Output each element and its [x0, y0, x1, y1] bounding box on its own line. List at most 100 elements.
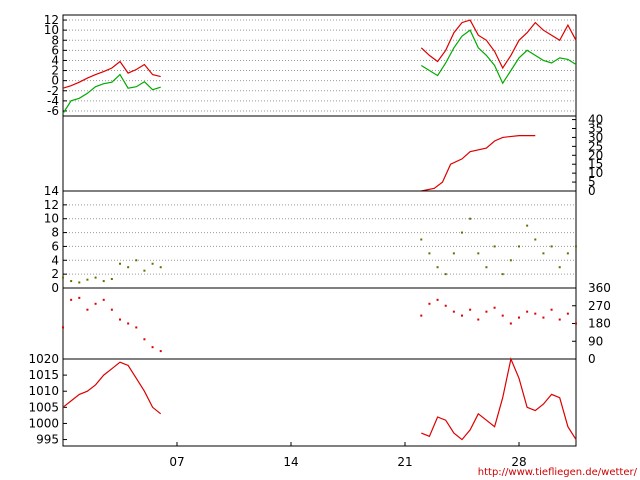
panel-3-ytick-label-6: 12 [44, 198, 59, 212]
panel-4-series-0-point-0-9 [135, 326, 138, 329]
panel-3-series-0-point-0-4 [94, 276, 97, 279]
panel-5-xtick-label-3: 28 [511, 455, 526, 469]
panel-3-series-0-point-1-0 [420, 238, 423, 241]
panel-5: 995 1000 1005 1010 1015 1020 07 14 21 28 [28, 352, 577, 469]
panel-4-series-0-point-1-10 [501, 314, 504, 317]
panel-1-series-0-segment-1 [420, 19, 577, 70]
panel-3-series-0-point-0-3 [86, 278, 89, 281]
panel-1-ytick-label-9: 12 [44, 13, 59, 27]
panel-2-ytick-label-4: 20 [588, 148, 603, 162]
panel-3-series-0-point-1-17 [558, 266, 561, 269]
panel-3-series-0-point-1-6 [469, 217, 472, 220]
panel-3-series-0-point-1-3 [444, 273, 447, 276]
panel-4-series-0-point-1-11 [509, 322, 512, 325]
panel-3-series-0-point-1-4 [452, 252, 455, 255]
panel-2-ytick-label-0: 0 [588, 184, 596, 198]
panel-3-series-0-point-1-14 [534, 238, 537, 241]
panel-4-series-0-point-1-19 [575, 322, 577, 325]
panel-4-series-0-point-1-8 [485, 310, 488, 313]
panel-1-ytick-label-6: 6 [51, 43, 59, 57]
panel-3-ytick-label-1: 2 [51, 267, 59, 281]
panel-3-series-0-point-0-8 [127, 266, 130, 269]
panel-2-ytick-label-5: 25 [588, 139, 603, 153]
panel-3-series-0-point-1-9 [493, 245, 496, 248]
panel-3-ytick-label-3: 6 [51, 239, 59, 253]
panel-2-ytick-label-2: 10 [588, 166, 603, 180]
panel-4-ytick-label-2: 180 [588, 317, 611, 331]
panel-3-series-0-point-0-2 [78, 281, 81, 284]
panel-1-ytick-label-1: -4 [47, 94, 59, 108]
panel-3-series-0-point-1-1 [428, 252, 431, 255]
panel-3-ytick-label-4: 8 [51, 226, 59, 240]
panel-1-ytick-label-0: -6 [47, 104, 59, 118]
panel-3-series-0-point-0-6 [110, 277, 113, 280]
panel-4-series-0-point-0-10 [143, 338, 146, 341]
panel-3-series-0-point-1-5 [461, 231, 463, 234]
panel-5-xtick-label-0: 07 [169, 455, 184, 469]
panel-4-series-0-point-1-17 [558, 318, 561, 321]
panel-4-series-0-point-1-14 [534, 312, 537, 315]
panel-1-series-1-segment-1 [420, 29, 577, 85]
panel-4-series-0-point-1-1 [428, 302, 431, 305]
panel-4-series-0-point-0-12 [159, 350, 162, 353]
panel-5-frame [62, 358, 577, 447]
panel-4-series-0-point-1-12 [518, 316, 520, 319]
panel-3-ytick-label-5: 10 [44, 212, 59, 226]
panel-5-ytick-label-3: 1010 [28, 384, 59, 398]
panel-4-series-0-point-0-1 [70, 298, 73, 301]
panel-5-ytick-label-2: 1005 [28, 400, 59, 414]
panel-1-ytick-label-4: 2 [51, 64, 59, 78]
panel-4-series-0-point-1-7 [477, 318, 480, 321]
panel-3-series-0-point-0-9 [135, 259, 138, 262]
panel-4-series-0-point-0-7 [119, 318, 121, 321]
panel-3-series-0-point-0-0 [62, 276, 64, 279]
panel-3-series-0-point-1-18 [566, 252, 569, 255]
panel-3-series-0-point-1-2 [436, 266, 439, 269]
panel-4-ytick-label-0: 0 [588, 352, 596, 366]
panel-4-ytick-label-1: 90 [588, 334, 603, 348]
panel-4-series-0-point-1-6 [469, 308, 472, 311]
panel-3-series-0-point-1-7 [477, 252, 480, 255]
panel-4-series-0-point-1-2 [436, 298, 439, 301]
panel-3-ytick-label-2: 4 [51, 253, 59, 267]
panel-4-series-0-point-1-0 [420, 314, 423, 317]
panel-4-series-0-point-0-4 [94, 302, 97, 305]
panel-4-series-0-point-1-15 [542, 316, 545, 319]
panel-3-series-0-point-1-16 [550, 245, 553, 248]
panel-2-ytick-label-8: 40 [588, 113, 603, 127]
panel-1-ytick-label-8: 10 [44, 23, 59, 37]
panel-1-series-1-segment-0 [62, 73, 161, 114]
panel-2-ytick-label-7: 35 [588, 122, 603, 136]
panel-4-series-0-point-0-5 [102, 298, 105, 301]
panel-4-series-0-point-1-5 [461, 314, 463, 317]
panel-5-xtick-label-2: 21 [397, 455, 412, 469]
panel-3-ytick-label-0: 0 [51, 281, 59, 295]
panel-3-series-0-point-1-13 [526, 224, 529, 227]
panel-4-series-0-point-1-18 [566, 312, 569, 315]
panel-4-series-0-point-0-2 [78, 296, 81, 299]
panel-4-ytick-label-4: 360 [588, 281, 611, 295]
panel-3-series-0-point-1-12 [518, 245, 520, 248]
panel-1-series-0-segment-0 [62, 60, 161, 89]
panel-1-ytick-label-2: -2 [47, 84, 59, 98]
panel-3-series-0-point-1-11 [509, 259, 512, 262]
panel-4-series-0-point-0-3 [86, 308, 89, 311]
panel-3-series-0-point-1-19 [575, 245, 577, 248]
panel-4-series-0-point-1-16 [550, 308, 553, 311]
panel-3-series-0-point-0-7 [119, 262, 121, 265]
panel-1-ytick-label-7: 8 [51, 33, 59, 47]
panel-3-series-0-point-1-10 [501, 273, 504, 276]
panel-4-series-0-point-0-0 [62, 326, 64, 329]
site-url: http://www.tiefliegen.de/wetter/ [478, 467, 638, 478]
panel-5-xtick-label-1: 14 [283, 455, 298, 469]
panel-4-series-0-point-1-3 [444, 304, 447, 307]
panel-4-series-0-point-0-8 [127, 322, 130, 325]
panel-5-series-0-segment-1 [421, 356, 577, 441]
panel-3-series-0-point-0-10 [143, 269, 146, 272]
panel-4-series-0-point-1-13 [526, 310, 529, 313]
panel-3-series-0-point-0-1 [70, 280, 73, 283]
panel-1-ytick-label-3: 0 [51, 74, 59, 88]
panel-5-ytick-label-5: 1020 [28, 352, 59, 366]
panel-4-series-0-point-1-4 [452, 310, 455, 313]
